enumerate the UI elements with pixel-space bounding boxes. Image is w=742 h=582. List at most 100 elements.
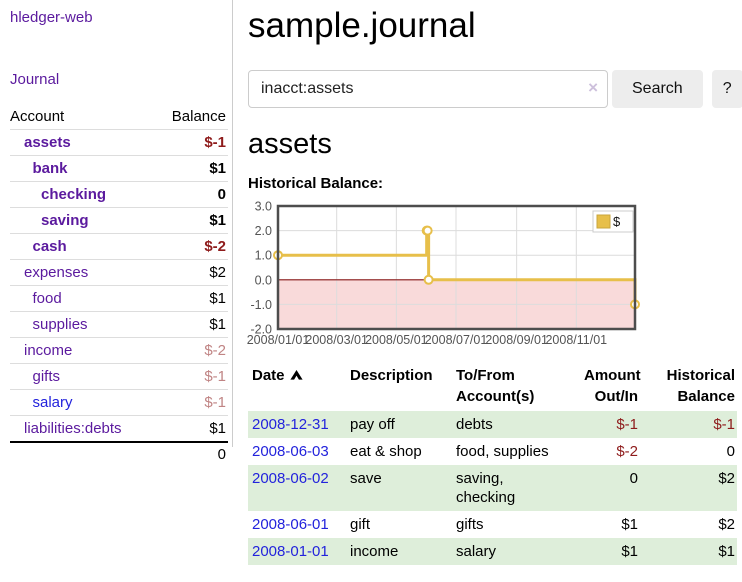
account-link-food[interactable]: food <box>32 290 62 307</box>
account-row: expenses $2 <box>10 259 228 286</box>
transaction-description: eat & shop <box>350 442 422 460</box>
account-link-checking[interactable]: checking <box>41 186 107 203</box>
account-row: checking 0 <box>10 181 228 208</box>
x-tick-label: 2008/09/01 <box>485 333 548 347</box>
transaction-balance: 0 <box>726 442 735 460</box>
chart-legend: $ <box>592 210 634 233</box>
search-form: × Search ? <box>248 70 742 109</box>
page-title: sample.journal <box>248 6 476 45</box>
transaction-date-link[interactable]: 2008-01-01 <box>252 542 329 560</box>
transaction-amount: 0 <box>629 469 638 487</box>
account-balance: $1 <box>154 207 228 234</box>
transaction-accounts: debts <box>456 415 493 433</box>
account-link-income[interactable]: income <box>24 342 73 359</box>
account-link-bank[interactable]: bank <box>32 160 68 177</box>
account-link-saving[interactable]: saving <box>41 212 89 229</box>
x-tick-label: 2008/03/01 <box>305 333 368 347</box>
account-row: saving $1 <box>10 207 228 234</box>
account-balance: $-1 <box>154 129 228 156</box>
account-heading: assets <box>248 128 332 161</box>
sidebar-item-journal[interactable]: Journal <box>10 71 60 88</box>
account-row: liabilities:debts $1 <box>10 415 228 442</box>
account-balance: $1 <box>154 285 228 312</box>
transaction-description: save <box>350 469 382 487</box>
account-balance: $-1 <box>154 389 228 416</box>
account-link-liabilities-debts[interactable]: liabilities:debts <box>24 420 122 437</box>
accounts-total-value: 0 <box>154 441 228 466</box>
account-row: income $-2 <box>10 337 228 364</box>
clear-search-icon[interactable]: × <box>588 78 598 98</box>
account-link-assets[interactable]: assets <box>24 134 71 151</box>
register-header-to-from-account-s-: To/From Account(s) <box>456 366 535 405</box>
main-content: sample.journal × Search ? assets Histori… <box>233 0 742 565</box>
transaction-amount: $-2 <box>616 442 638 460</box>
legend-swatch <box>596 214 611 229</box>
account-link-cash[interactable]: cash <box>32 238 67 255</box>
legend-label: $ <box>613 214 621 229</box>
transaction-date-link[interactable]: 2008-12-31 <box>252 415 329 433</box>
chart-container: $3.0 2.0 1.0 0.0 -1.0 -2.0 2008/01/01 2008/03/0… <box>247 198 737 348</box>
account-balance: $1 <box>154 311 228 338</box>
account-row: bank $1 <box>10 155 228 182</box>
search-input[interactable] <box>248 70 608 109</box>
register-header-description: Description <box>350 366 433 384</box>
account-balance: $-2 <box>154 233 228 260</box>
account-balance: $2 <box>154 259 228 286</box>
chart-title: Historical Balance: <box>248 174 384 192</box>
accounts-total-row: 0 <box>10 441 228 466</box>
y-tick-label: -1.0 <box>250 297 272 311</box>
register-header-historical-balance: Historical Balance <box>666 366 735 405</box>
transaction-description: gift <box>350 515 371 533</box>
transaction-balance: $2 <box>718 469 735 487</box>
register-table-head: Date Description To/From Account(s) Amount Ou… <box>248 363 737 411</box>
account-link-expenses[interactable]: expenses <box>24 264 89 281</box>
transaction-accounts: saving, checking <box>456 469 516 506</box>
transaction-accounts: salary <box>456 542 497 560</box>
register-header-amount-out-in: Amount Out/In <box>584 366 641 405</box>
x-tick-label: 2008/05/01 <box>365 333 428 347</box>
account-link-gifts[interactable]: gifts <box>32 368 61 385</box>
transaction-amount: $-1 <box>616 415 638 433</box>
account-row: supplies $1 <box>10 311 228 338</box>
y-tick-label: 2.0 <box>255 224 272 238</box>
x-tick-label: 2008/11/01 <box>545 333 607 347</box>
y-tick-label: -2.0 <box>250 322 272 336</box>
accounts-header-balance: Balance <box>171 108 226 125</box>
transaction-date-link[interactable]: 2008-06-02 <box>252 469 329 487</box>
account-link-supplies[interactable]: supplies <box>32 316 88 333</box>
account-row: cash $-2 <box>10 233 228 260</box>
transaction-amount: $1 <box>621 542 638 560</box>
data-point-marker <box>423 274 434 285</box>
y-tick-label: 1.0 <box>255 248 272 262</box>
accounts-header-account: Account <box>10 108 65 125</box>
transaction-amount: $1 <box>621 515 638 533</box>
transaction-description: pay off <box>350 415 395 433</box>
register-header-date[interactable]: Date <box>248 363 346 411</box>
account-row: food $1 <box>10 285 228 312</box>
register-table-body: 2008-12-31 pay off debts $-1 $-1 2008-06-03 ea… <box>248 410 737 565</box>
data-point-marker <box>422 225 433 236</box>
accounts-table: Account Balance assets $-1 bank $1 checking 0… <box>10 105 228 466</box>
x-tick-label: 2008/07/01 <box>425 333 488 347</box>
transaction-date-link[interactable]: 2008-06-01 <box>252 515 329 533</box>
x-tick-label: 2008/01/01 <box>247 333 310 347</box>
y-tick-label: 0.0 <box>255 273 272 287</box>
account-balance: $-2 <box>154 337 228 364</box>
search-button[interactable]: Search <box>612 70 703 109</box>
account-row: salary $-1 <box>10 389 228 416</box>
account-row: gifts $-1 <box>10 363 228 390</box>
transaction-row: 2008-01-01 income salary $1 $1 <box>248 537 737 565</box>
account-balance: $-1 <box>154 363 228 390</box>
transaction-row: 2008-12-31 pay off debts $-1 $-1 <box>248 410 737 438</box>
account-link-salary[interactable]: salary <box>32 394 73 411</box>
app-title-link[interactable]: hledger-web <box>10 9 93 26</box>
transaction-balance: $1 <box>718 542 735 560</box>
transaction-date-link[interactable]: 2008-06-03 <box>252 442 329 460</box>
transaction-accounts: food, supplies <box>456 442 549 460</box>
account-row: assets $-1 <box>10 129 228 156</box>
help-button[interactable]: ? <box>711 70 742 109</box>
account-balance: $1 <box>154 415 228 442</box>
transaction-balance: $2 <box>718 515 735 533</box>
transaction-description: income <box>350 542 399 560</box>
transaction-row: 2008-06-03 eat & shop food, supplies $-2 0 <box>248 438 737 465</box>
